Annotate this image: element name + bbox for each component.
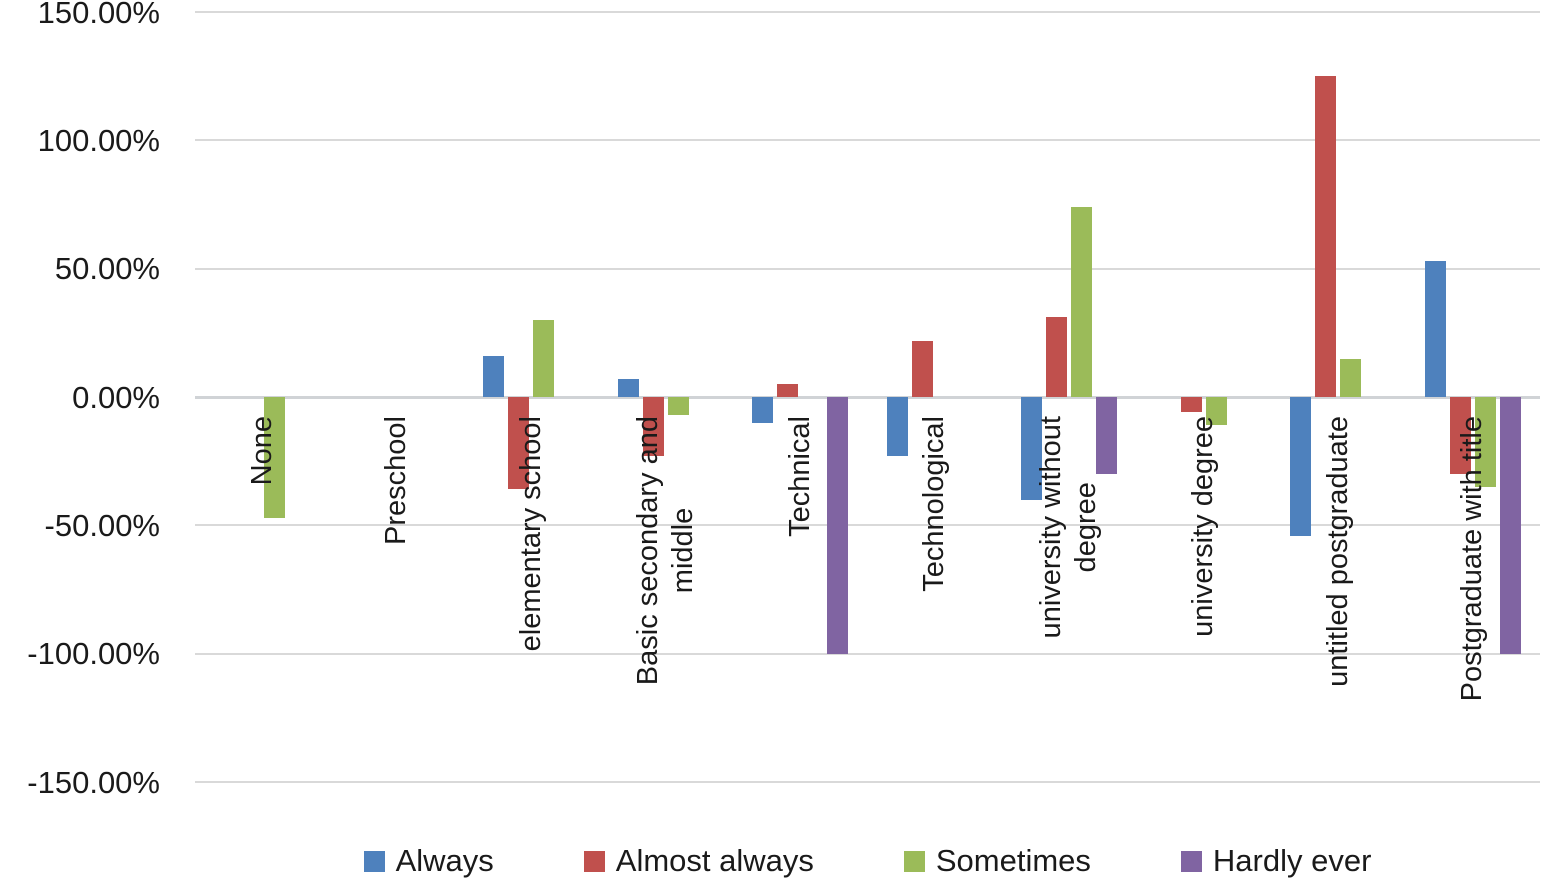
bar-almost-always-university-degree	[1180, 397, 1202, 413]
gridline-100-00-	[195, 139, 1540, 142]
bar-hardly-ever-postgraduate-with-title	[1499, 397, 1521, 654]
bar-sometimes-postgraduate-with-title	[1474, 397, 1496, 487]
category-label-preschool: Preschool	[380, 416, 413, 545]
bar-hardly-ever-university-without-degree	[1096, 397, 1118, 474]
bar-almost-always-basic-secondary-and-middle	[642, 397, 664, 457]
legend-item-always: Always	[363, 843, 494, 879]
bar-sometimes-elementary-school	[533, 320, 555, 397]
gridline-50-00-	[195, 267, 1540, 270]
legend-swatch-icon-almost-always	[583, 850, 605, 872]
gridline--150-00-	[195, 781, 1540, 783]
bar-always-technical	[752, 397, 774, 423]
y-tick-label-0-00-: 0.00%	[72, 379, 160, 415]
legend-swatch-icon-hardly-ever	[1180, 850, 1202, 872]
bar-almost-always-university-without-degree	[1046, 317, 1068, 397]
bar-always-postgraduate-with-title	[1424, 260, 1446, 397]
bar-hardly-ever-technical	[827, 397, 849, 654]
category-label-university-degree: university degree	[1187, 416, 1220, 637]
bar-sometimes-university-without-degree	[1071, 207, 1093, 397]
category-label-untitled-postgraduate: untitled postgraduate	[1321, 416, 1354, 687]
category-label-university-without-degree: university without degree	[1035, 416, 1103, 639]
bar-sometimes-none	[264, 397, 286, 518]
legend-item-hardly-ever: Hardly ever	[1180, 843, 1372, 879]
category-label-postgraduate-with-title: Postgraduate with title	[1456, 416, 1489, 702]
legend: Always Almost always Sometimes Hardly ever	[195, 836, 1540, 886]
y-tick-label-150-00-: 150.00%	[37, 0, 160, 30]
category-label-basic-secondary-and-middle: Basic secondary and middle	[631, 416, 699, 686]
gridline-0-00-	[195, 395, 1540, 399]
gridline--50-00-	[195, 524, 1540, 527]
bar-sometimes-untitled-postgraduate	[1340, 358, 1362, 397]
bar-always-untitled-postgraduate	[1290, 397, 1312, 536]
bar-almost-always-untitled-postgraduate	[1315, 76, 1337, 397]
legend-label-almost-always: Almost always	[615, 843, 814, 878]
category-label-none: None	[245, 416, 278, 486]
legend-label-sometimes: Sometimes	[935, 843, 1091, 878]
bar-sometimes-basic-secondary-and-middle	[667, 397, 689, 415]
gridline--100-00-	[195, 652, 1540, 655]
legend-label-always: Always	[395, 843, 494, 878]
legend-swatch-icon-always	[363, 850, 385, 872]
category-label-technological: Technological	[918, 416, 951, 592]
bar-almost-always-elementary-school	[508, 397, 530, 490]
bar-almost-always-technological	[911, 340, 933, 397]
legend-label-hardly-ever: Hardly ever	[1212, 843, 1372, 878]
bar-almost-always-technical	[777, 384, 799, 397]
bar-almost-always-postgraduate-with-title	[1449, 397, 1471, 474]
category-label-technical: Technical	[783, 416, 816, 537]
y-tick-label--50-00-: -50.00%	[44, 507, 160, 543]
legend-item-almost-always: Almost always	[583, 843, 814, 879]
legend-item-sometimes: Sometimes	[903, 843, 1091, 879]
bar-sometimes-university-degree	[1205, 397, 1227, 426]
y-tick-label--100-00-: -100.00%	[27, 636, 160, 672]
legend-swatch-icon-sometimes	[903, 850, 925, 872]
bar-always-university-without-degree	[1021, 397, 1043, 500]
y-tick-label-100-00-: 100.00%	[37, 122, 160, 158]
gridline-150-00-	[195, 11, 1540, 13]
category-label-elementary-school: elementary school	[514, 416, 547, 652]
y-tick-label-50-00-: 50.00%	[54, 251, 160, 287]
bar-always-elementary-school	[483, 355, 505, 397]
bar-always-basic-secondary-and-middle	[617, 379, 639, 397]
bar-always-technological	[886, 397, 908, 457]
y-tick-label--150-00-: -150.00%	[27, 764, 160, 800]
